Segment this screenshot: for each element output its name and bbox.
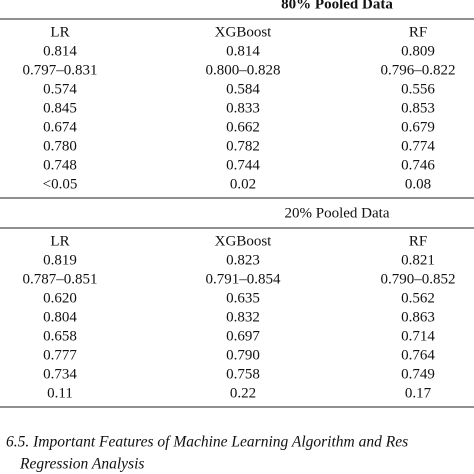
cell: 0.791–0.854 <box>206 271 282 287</box>
cell: 0.22 <box>230 385 256 401</box>
column-header: LR <box>50 233 69 249</box>
cell: 0.749 <box>401 366 435 382</box>
cell: 0.11 <box>47 385 73 401</box>
cell: 0.777 <box>43 347 77 363</box>
cell: 0.584 <box>226 81 260 97</box>
cell: 0.833 <box>226 100 260 116</box>
cell: <0.05 <box>43 176 78 192</box>
cell: 0.697 <box>226 328 260 344</box>
cell: 0.734 <box>43 366 77 382</box>
column-header: RF <box>409 24 427 40</box>
cell: 0.782 <box>226 138 260 154</box>
cell: 0.819 <box>43 252 77 268</box>
cell: 0.797–0.831 <box>23 62 98 78</box>
cell: 0.790–0.852 <box>381 271 456 287</box>
cell: 0.635 <box>226 290 260 306</box>
cell: 0.863 <box>401 309 435 325</box>
cell: 0.17 <box>405 385 432 401</box>
cell: 0.748 <box>43 157 77 173</box>
cell: 0.853 <box>401 100 435 116</box>
cell: 0.764 <box>401 347 435 363</box>
column-header: RF <box>409 233 427 249</box>
cell: 0.804 <box>43 309 77 325</box>
cell: 0.679 <box>401 119 435 135</box>
cell: 0.814 <box>226 43 260 59</box>
cell: 0.758 <box>226 366 260 382</box>
column-header: XGBoost <box>215 233 273 249</box>
section-title: 20% Pooled Data <box>285 205 390 221</box>
column-header: XGBoost <box>215 24 273 40</box>
cell: 0.823 <box>226 252 260 268</box>
cell: 0.08 <box>405 176 431 192</box>
section-title: 80% Pooled Data <box>281 0 393 12</box>
column-header: LR <box>50 24 69 40</box>
cell: 0.800–0.828 <box>206 62 281 78</box>
cell: 0.796–0.822 <box>381 62 456 78</box>
cell: 0.620 <box>43 290 77 306</box>
cell: 0.02 <box>230 176 256 192</box>
cell: 0.814 <box>43 43 77 59</box>
cell: 0.787–0.851 <box>23 271 98 287</box>
cell: 0.662 <box>226 119 260 135</box>
cell: 0.832 <box>226 309 260 325</box>
cell: 0.780 <box>43 138 77 154</box>
cell: 0.714 <box>401 328 435 344</box>
cell: 0.744 <box>226 157 260 173</box>
cell: 0.746 <box>401 157 435 173</box>
cell: 0.790 <box>226 347 260 363</box>
cell: 0.674 <box>43 119 77 135</box>
cell: 0.821 <box>401 252 435 268</box>
cell: 0.574 <box>43 81 77 97</box>
cell: 0.562 <box>401 290 435 306</box>
caption-line: 6.5. Important Features of Machine Learn… <box>6 434 408 451</box>
cell: 0.774 <box>401 138 435 154</box>
caption-line: Regression Analysis <box>19 456 144 473</box>
cell: 0.556 <box>401 81 435 97</box>
cell: 0.809 <box>401 43 435 59</box>
cell: 0.845 <box>43 100 77 116</box>
cell: 0.658 <box>43 328 77 344</box>
